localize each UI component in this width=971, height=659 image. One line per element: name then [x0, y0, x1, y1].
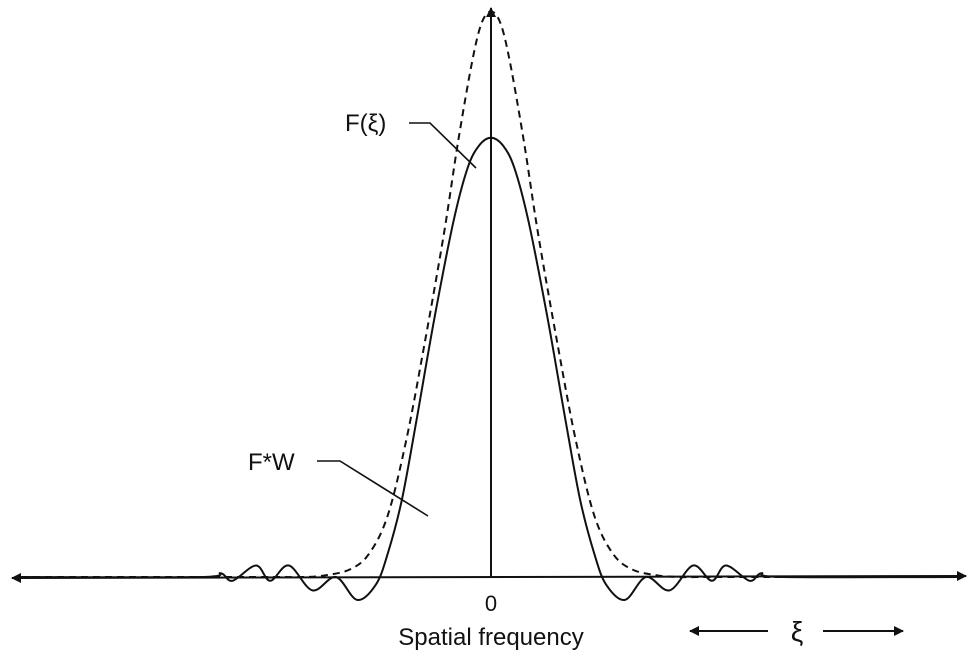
xi-symbol-label: ξ — [791, 616, 804, 647]
origin-tick-label: 0 — [485, 591, 497, 616]
f-star-w-leader-line — [317, 460, 429, 517]
series-f-star-w-curve — [20, 136, 962, 601]
series-f-xi-curve — [21, 10, 961, 579]
f-xi-leader-line — [409, 122, 477, 169]
f-xi-label: F(ξ) — [345, 110, 386, 137]
f-star-w-label: F*W — [248, 449, 295, 476]
x-axis-label: Spatial frequency — [398, 624, 583, 651]
